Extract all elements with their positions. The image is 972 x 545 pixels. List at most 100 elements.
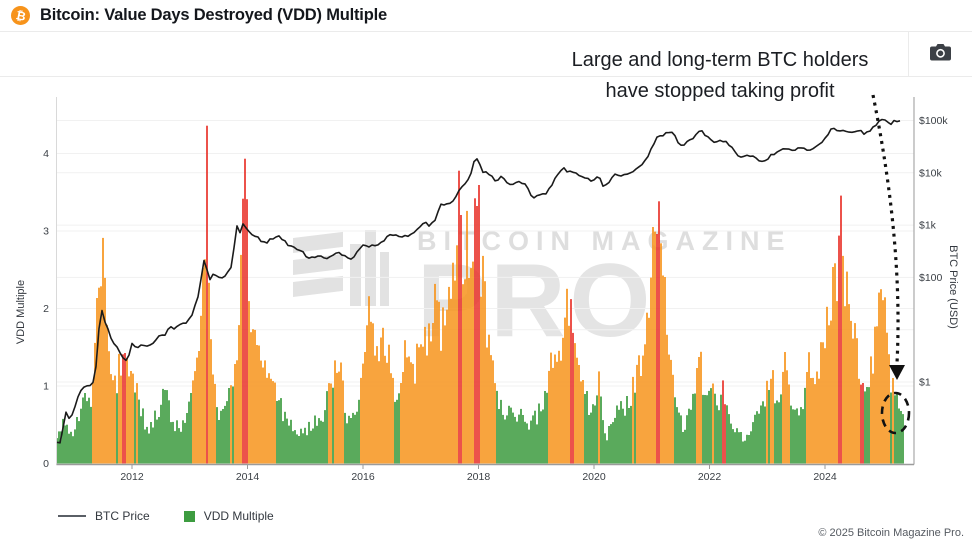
vdd-bar: [872, 373, 874, 464]
vdd-bar: [828, 325, 830, 464]
vdd-bar: [324, 410, 326, 464]
vdd-bar: [76, 417, 78, 464]
vdd-bar: [404, 340, 406, 464]
vdd-bar: [286, 418, 288, 464]
legend-item-vdd-multiple[interactable]: VDD Multiple: [183, 509, 274, 523]
vdd-bar: [676, 407, 678, 464]
vdd-bar: [708, 390, 710, 464]
vdd-bar: [534, 410, 536, 464]
vdd-bar: [252, 329, 254, 464]
vdd-bar: [306, 435, 308, 464]
vdd-bar: [108, 351, 110, 464]
vdd-bar: [688, 408, 690, 464]
vdd-bar: [60, 431, 62, 464]
vdd-bar: [304, 427, 306, 464]
vdd-bar: [622, 408, 624, 464]
vdd-bar: [438, 301, 440, 464]
vdd-bar: [144, 429, 146, 464]
vdd-bar: [206, 125, 208, 464]
vdd-bar: [456, 245, 458, 464]
vdd-bar: [664, 277, 666, 464]
vdd-bar: [656, 234, 658, 464]
vdd-bar: [780, 394, 782, 464]
vdd-bar: [444, 325, 446, 464]
vdd-bar: [240, 254, 242, 464]
vdd-bar: [442, 307, 444, 464]
camera-icon: [930, 44, 951, 64]
right-axis-title: BTC Price (USD): [947, 245, 959, 329]
vdd-bar: [684, 429, 686, 464]
vdd-bar: [734, 432, 736, 464]
vdd-bar: [226, 401, 228, 464]
vdd-bar: [732, 429, 734, 464]
vdd-bar: [262, 367, 264, 464]
annotation-line-2: have stopped taking profit: [605, 80, 835, 102]
vdd-bar: [864, 391, 866, 464]
vdd-bar: [574, 343, 576, 464]
vdd-bar: [490, 355, 492, 464]
vdd-bar: [572, 332, 574, 464]
vdd-bar: [142, 408, 144, 464]
vdd-bar: [838, 235, 840, 464]
vdd-bar: [90, 406, 92, 464]
vdd-bar: [396, 399, 398, 464]
vdd-bar: [458, 170, 460, 464]
watermark-pro: PRO: [417, 243, 655, 359]
vdd-bar: [238, 325, 240, 464]
vdd-bar: [340, 362, 342, 464]
vdd-bar: [608, 426, 610, 464]
vdd-bar: [754, 414, 756, 464]
vdd-bar: [184, 422, 186, 464]
vdd-bar: [794, 409, 796, 464]
vdd-bar: [560, 360, 562, 464]
vdd-bar: [710, 388, 712, 464]
vdd-bar: [210, 339, 212, 464]
vdd-bar: [736, 428, 738, 464]
vdd-bar: [106, 324, 108, 464]
vdd-bar: [620, 401, 622, 464]
vdd-bar: [112, 380, 114, 464]
vdd-bar: [196, 357, 198, 464]
vdd-bar: [554, 354, 556, 464]
vdd-bar: [576, 357, 578, 464]
vdd-bar: [222, 409, 224, 464]
vdd-bar: [566, 288, 568, 464]
vdd-bar: [680, 415, 682, 464]
vdd-bar: [110, 374, 112, 464]
vdd-bar: [610, 424, 612, 464]
vdd-bar: [702, 394, 704, 464]
vdd-bar: [866, 387, 868, 464]
vdd-bar: [374, 355, 376, 464]
vdd-bar: [740, 432, 742, 464]
vdd-bar: [716, 405, 718, 464]
vdd-bar: [764, 406, 766, 464]
vdd-bar: [784, 352, 786, 464]
vdd-bar: [72, 436, 74, 464]
vdd-bar: [164, 390, 166, 464]
vdd-bar: [352, 412, 354, 464]
vdd-bar: [526, 423, 528, 464]
vdd-bar: [312, 428, 314, 464]
vdd-bar: [770, 378, 772, 464]
vdd-bar: [362, 363, 364, 464]
vdd-bar: [436, 300, 438, 464]
vdd-bar: [816, 371, 818, 464]
vdd-bar: [224, 405, 226, 464]
vdd-bar: [592, 404, 594, 464]
vdd-bar: [248, 301, 250, 464]
camera-button[interactable]: [909, 32, 972, 76]
chart-canvas[interactable]: 0 1 2 3 4 $100k $10k $1k $100 $1 2012 2014 2016 2018 2…: [0, 75, 972, 545]
page-title: Bitcoin: Value Days Destroyed (VDD) Mult…: [40, 6, 387, 24]
vdd-bar: [642, 355, 644, 464]
vdd-bar: [704, 395, 706, 464]
vdd-bar: [568, 325, 570, 464]
vdd-bar: [66, 424, 68, 464]
vdd-bar: [484, 281, 486, 464]
annotation-line-1: Large and long-term BTC holders: [571, 49, 869, 71]
vdd-bar: [316, 425, 318, 464]
vdd-bar: [296, 434, 298, 464]
legend-item-btc-price[interactable]: BTC Price: [58, 509, 150, 523]
vdd-bar: [746, 434, 748, 464]
vdd-bar: [500, 399, 502, 464]
vdd-bar: [162, 388, 164, 464]
